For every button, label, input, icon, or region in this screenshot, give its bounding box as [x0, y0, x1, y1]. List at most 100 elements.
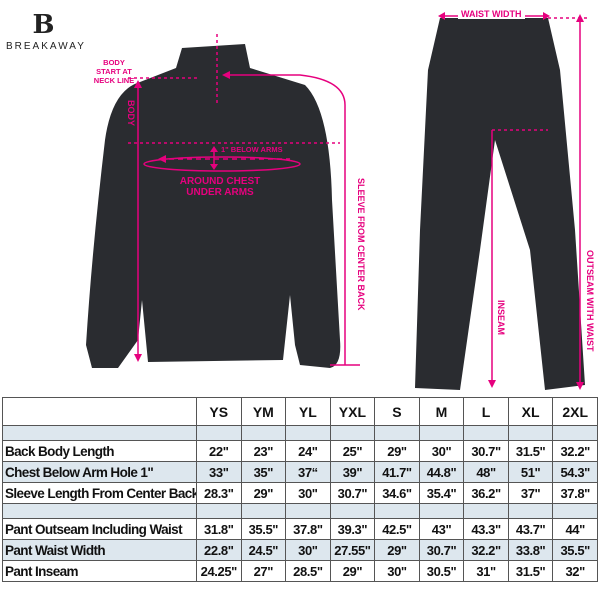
size-value: 32.2" [463, 539, 509, 561]
size-value: 39" [329, 461, 376, 483]
spacer-cell [418, 425, 465, 441]
spacer-cell [463, 503, 509, 519]
size-value: 30.7" [329, 482, 376, 504]
spacer-cell [329, 425, 376, 441]
body-start-line: START AT [96, 67, 132, 76]
body-label: BODY [126, 100, 136, 127]
body-start-label: BODY START AT NECK LINE [90, 58, 138, 85]
pants-image [415, 18, 585, 390]
size-header: YS [196, 397, 242, 426]
size-value: 30.7" [463, 440, 509, 462]
size-value: 33" [196, 461, 242, 483]
spacer-cell [418, 503, 465, 519]
size-value: 37.8" [552, 482, 598, 504]
below-arms-label: 1" BELOW ARMS [221, 145, 283, 154]
row-label: Pant Waist Width [2, 539, 197, 561]
spacer-cell [507, 425, 554, 441]
size-value: 31.5" [507, 440, 554, 462]
table-header-row: YS YM YL YXL S M L XL 2XL [2, 397, 598, 426]
size-value: 51" [507, 461, 554, 483]
size-value: 33.8" [507, 539, 554, 561]
spacer-row [2, 503, 598, 519]
row-label: Sleeve Length From Center Back [2, 482, 197, 504]
size-value: 29" [374, 539, 420, 561]
spacer-cell [2, 503, 197, 519]
table-row: Pant Outseam Including Waist 31.8" 35.5" 37… [2, 518, 598, 540]
size-value: 24.25" [196, 560, 242, 582]
size-header: S [374, 397, 420, 426]
size-chart-table: YS YM YL YXL S M L XL 2XL Back Body Length 22" 23"… [2, 397, 598, 582]
brand-name: BREAKAWAY [6, 41, 86, 52]
size-value: 23" [240, 440, 287, 462]
size-header: L [463, 397, 509, 426]
garment-illustration [86, 12, 590, 390]
spacer-cell [2, 425, 197, 441]
size-value: 35" [240, 461, 287, 483]
size-value: 32.2" [552, 440, 598, 462]
size-value: 22" [196, 440, 242, 462]
size-value: 48" [463, 461, 509, 483]
spacer-cell [240, 425, 287, 441]
outseam-label: OUTSEAM WITH WAIST [585, 250, 595, 352]
spacer-cell [285, 425, 331, 441]
row-label: Back Body Length [2, 440, 197, 462]
size-value: 37“ [285, 461, 331, 483]
size-value: 42.5" [374, 518, 420, 540]
around-chest-label: AROUND CHEST UNDER ARMS [165, 176, 275, 198]
body-start-line: NECK LINE [93, 76, 135, 85]
size-header: 2XL [552, 397, 598, 426]
logo-letter: B [32, 10, 55, 40]
spacer-cell [329, 503, 376, 519]
size-value: 30" [374, 560, 420, 582]
size-value: 30.5" [418, 560, 465, 582]
table-row: Chest Below Arm Hole 1" 33" 35" 37“ 39" 41.7"… [2, 461, 598, 483]
size-value: 31.8" [196, 518, 242, 540]
table-row: Sleeve Length From Center Back 28.3" 29" 30… [2, 482, 598, 504]
size-header: YXL [329, 397, 376, 426]
size-value: 27" [240, 560, 287, 582]
size-value: 29" [240, 482, 287, 504]
size-value: 44.8" [418, 461, 465, 483]
size-value: 37" [507, 482, 554, 504]
spacer-cell [552, 503, 598, 519]
size-value: 28.5" [285, 560, 331, 582]
size-value: 24" [285, 440, 331, 462]
size-value: 39.3" [329, 518, 376, 540]
size-value: 30" [285, 482, 331, 504]
size-value: 43.3" [463, 518, 509, 540]
size-header: YM [240, 397, 287, 426]
header-blank [2, 397, 197, 426]
around-chest-line: UNDER ARMS [186, 187, 254, 198]
spacer-cell [196, 503, 242, 519]
spacer-cell [552, 425, 598, 441]
brand-logo: B BREAKAWAY [6, 10, 86, 52]
spacer-row [2, 425, 598, 441]
size-value: 28.3" [196, 482, 242, 504]
row-label: Pant Inseam [2, 560, 197, 582]
size-value: 24.5" [240, 539, 287, 561]
size-value: 32" [552, 560, 598, 582]
size-value: 41.7" [374, 461, 420, 483]
size-value: 27.55" [329, 539, 376, 561]
size-value: 30" [418, 440, 465, 462]
size-value: 30.7" [418, 539, 465, 561]
row-label: Pant Outseam Including Waist [2, 518, 197, 540]
around-chest-line: AROUND CHEST [179, 176, 261, 187]
spacer-cell [463, 425, 509, 441]
size-value: 25" [329, 440, 376, 462]
size-value: 43.7" [507, 518, 554, 540]
table-row: Pant Waist Width 22.8" 24.5" 30" 27.55" 29" 30… [2, 539, 598, 561]
size-value: 30" [285, 539, 331, 561]
pant-rows: Pant Outseam Including Waist 31.8" 35.5" 37… [2, 518, 598, 582]
size-value: 37.8" [285, 518, 331, 540]
size-value: 22.8" [196, 539, 242, 561]
waist-width-label: WAIST WIDTH [458, 9, 525, 19]
size-value: 36.2" [463, 482, 509, 504]
sleeve-label: SLEEVE FROM CENTER BACK [356, 178, 366, 311]
size-value: 35.5" [552, 539, 598, 561]
spacer-cell [374, 503, 420, 519]
spacer-cell [285, 503, 331, 519]
size-header: M [418, 397, 465, 426]
size-value: 35.4" [418, 482, 465, 504]
spacer-cell [196, 425, 242, 441]
